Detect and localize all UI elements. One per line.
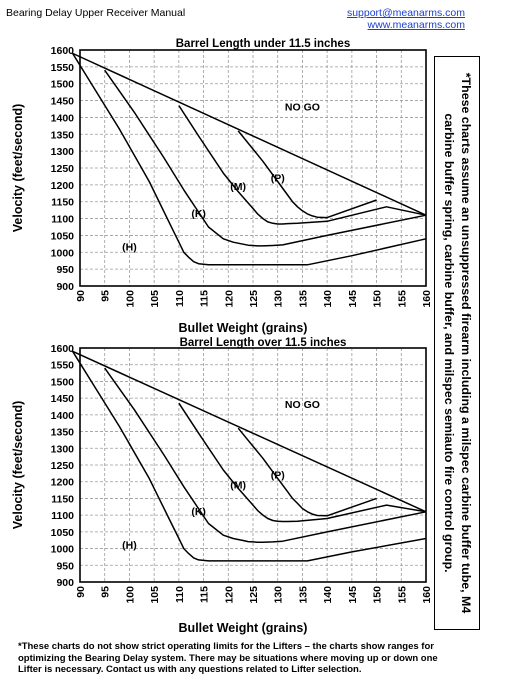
x-tick-label: 110: [174, 586, 186, 603]
footnote: *These charts do not show strict operati…: [18, 641, 438, 675]
y-tick-label: 1050: [51, 527, 75, 539]
y-tick-label: 1350: [51, 129, 75, 141]
x-tick-label: 115: [199, 586, 211, 603]
y-tick-label: 1400: [51, 410, 75, 422]
x-tick-label: 100: [124, 290, 136, 308]
series-line-p: [237, 130, 377, 219]
x-tick-label: 135: [297, 290, 309, 308]
y-tick-label: 1450: [51, 96, 75, 108]
plot-frame: [79, 49, 427, 287]
y-tick-label: 1000: [51, 247, 75, 259]
x-tick-label: 95: [100, 290, 112, 302]
x-tick-label: 145: [347, 586, 359, 604]
assumption-note-box: *These charts assume an unsuppressed fir…: [434, 56, 480, 630]
x-tick-label: 130: [273, 586, 285, 604]
chart-over-11-5: 1600 1550 1500 1450 1400 1350 1300 1250 1200 1150…: [11, 337, 433, 635]
y-axis-label: Velocity (feet/second): [11, 401, 25, 530]
y-tick-label: 1200: [51, 477, 75, 489]
email-link[interactable]: support@meanarms.com: [346, 7, 465, 19]
x-tick-label: 90: [75, 290, 87, 302]
y-tick-label: 1300: [51, 443, 75, 455]
y-tick-label: 1550: [51, 360, 75, 372]
x-tick-label: 120: [223, 290, 235, 308]
x-tick-label: 90: [75, 586, 87, 598]
y-tick-label: 900: [56, 281, 74, 293]
x-tick-label: 150: [372, 586, 384, 604]
y-tick-label: 1500: [51, 79, 75, 91]
x-tick-label: 105: [149, 586, 161, 604]
chart-title: Barrel Length under 11.5 inches: [176, 38, 350, 50]
region-label-h: (H): [122, 540, 137, 552]
website-link[interactable]: www.meanarms.com: [367, 19, 465, 31]
no-go-boundary-line: [72, 350, 427, 513]
x-tick-label: 160: [421, 290, 433, 308]
plot-frame: [79, 347, 427, 583]
series-line-m: [178, 105, 427, 225]
x-tick-label: 155: [396, 290, 408, 308]
region-label-k: (K): [191, 506, 206, 518]
x-tick-label: 125: [248, 290, 260, 308]
y-tick-label: 1250: [51, 163, 75, 175]
x-tick-label: 130: [273, 290, 285, 308]
x-tick-label: 145: [347, 290, 359, 308]
region-label-p: (P): [271, 469, 285, 481]
x-tick-label: 150: [372, 290, 384, 308]
region-label-k: (K): [191, 208, 206, 220]
x-tick-label: 95: [100, 586, 112, 598]
series-line-k: [104, 69, 427, 247]
x-tick-label: 160: [421, 586, 433, 604]
assumption-note: *These charts assume an unsuppressed fir…: [442, 72, 473, 614]
y-tick-label: 1600: [51, 343, 75, 355]
y-tick-label: 950: [56, 264, 74, 276]
series-line-h: [71, 53, 427, 266]
series-line-k: [104, 367, 427, 543]
y-tick-label: 1300: [51, 146, 75, 158]
y-tick-label: 1000: [51, 544, 75, 556]
x-tick-label: 155: [396, 586, 408, 604]
y-tick-label: 1050: [51, 230, 75, 242]
region-label-h: (H): [122, 242, 137, 254]
x-tick-label: 120: [223, 586, 235, 604]
y-tick-label: 1100: [51, 214, 74, 226]
x-tick-label: 140: [322, 586, 334, 604]
series-line-p: [237, 427, 377, 517]
y-tick-label: 900: [56, 577, 74, 589]
y-axis-label: Velocity (feet/second): [11, 104, 25, 233]
y-tick-label: 1150: [51, 493, 74, 505]
contact-block: support@meanarms.com www.meanarms.com: [347, 7, 465, 31]
region-label-p: (P): [271, 172, 285, 184]
y-tick-label: 1200: [51, 180, 75, 192]
x-tick-label: 125: [248, 586, 260, 604]
x-axis-label: Bullet Weight (grains): [179, 321, 308, 335]
y-tick-label: 1150: [51, 197, 74, 209]
x-tick-label: 100: [124, 586, 136, 604]
y-tick-label: 1100: [51, 510, 74, 522]
document-title: Bearing Delay Upper Receiver Manual: [6, 7, 186, 19]
x-tick-label: 135: [297, 586, 309, 604]
no-go-boundary-line: [72, 52, 427, 216]
region-label-m: (M): [230, 181, 246, 193]
chart-title: Barrel Length over 11.5 inches: [180, 337, 347, 349]
y-tick-label: 1600: [51, 45, 75, 57]
y-tick-label: 1500: [51, 376, 75, 388]
y-tick-label: 1550: [51, 62, 75, 74]
region-label-nogo: NO GO: [285, 102, 320, 114]
y-tick-label: 1450: [51, 393, 75, 405]
x-tick-label: 115: [199, 290, 211, 307]
x-axis-label: Bullet Weight (grains): [179, 621, 308, 635]
series-line-h: [71, 350, 427, 562]
x-tick-label: 105: [149, 290, 161, 308]
y-tick-label: 950: [56, 560, 74, 572]
series-line-m: [178, 402, 427, 523]
region-label-nogo: NO GO: [285, 399, 320, 411]
region-label-m: (M): [230, 479, 246, 491]
x-tick-label: 140: [322, 290, 334, 308]
y-tick-label: 1400: [51, 112, 75, 124]
y-tick-label: 1350: [51, 427, 75, 439]
y-tick-label: 1250: [51, 460, 75, 472]
chart-under-11-5: 1600 1550 1500 1450 1400 1350 1300 1250 1200 1150…: [11, 38, 433, 335]
x-tick-label: 110: [174, 290, 186, 307]
